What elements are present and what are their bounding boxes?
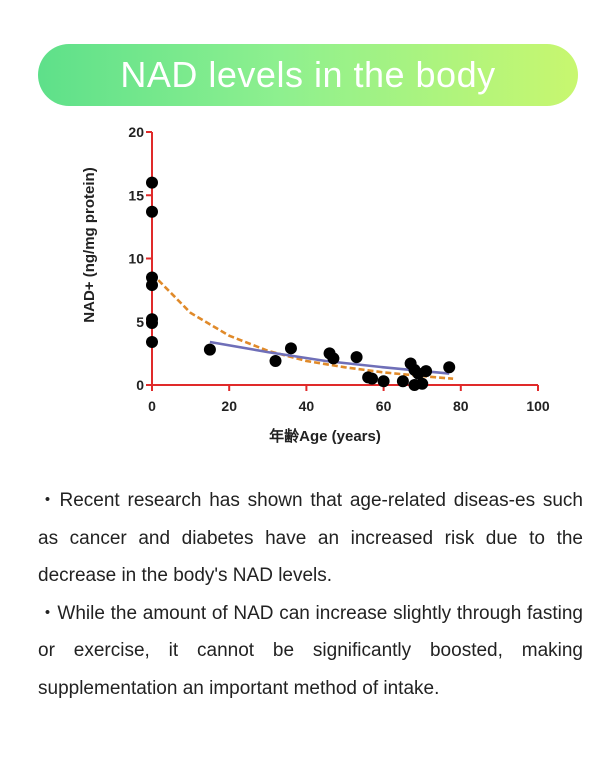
data-point — [396, 375, 409, 388]
fit-curve-dashed — [151, 272, 454, 380]
data-point — [327, 352, 340, 365]
paragraph-1: ・Recent research has shown that age-rela… — [38, 490, 583, 586]
data-point — [269, 354, 282, 367]
data-point — [443, 361, 456, 374]
page-title: NAD levels in the body — [120, 54, 496, 95]
description-text: ・Recent research has shown that age-rela… — [38, 482, 583, 707]
x-tick-label: 80 — [453, 398, 469, 414]
y-tick-label: 20 — [128, 124, 144, 140]
x-tick-label: 20 — [221, 398, 237, 414]
data-point — [366, 372, 379, 385]
y-tick-label: 15 — [128, 187, 144, 203]
y-axis-title: NAD+ (ng/mg protein) — [81, 167, 98, 322]
nad-age-chart: NAD+ (ng/mg protein) 年齢Age (years) 0 5 10 1… — [81, 124, 550, 445]
paragraph-2: ・While the amount of NAD can increase sl… — [38, 602, 583, 699]
x-tick-label: 40 — [299, 398, 315, 414]
fit-line-solid — [209, 340, 450, 375]
data-point — [377, 375, 390, 388]
x-tick-label: 0 — [148, 398, 156, 414]
x-axis-title: 年齢Age (years) — [269, 427, 381, 445]
data-point — [146, 335, 158, 348]
x-tick-label: 100 — [526, 398, 550, 414]
chart-series — [146, 176, 456, 391]
data-point — [146, 279, 158, 292]
y-tick-label: 5 — [136, 314, 144, 330]
data-point — [146, 205, 158, 218]
data-point — [420, 365, 433, 378]
data-point — [284, 342, 297, 355]
data-point — [416, 377, 429, 390]
data-point — [350, 351, 363, 364]
chart-axes: 0 5 10 15 20 0 20 40 60 80 100 — [128, 124, 549, 414]
data-point — [146, 176, 158, 189]
y-tick-label: 0 — [136, 377, 144, 393]
title-banner: NAD levels in the body — [38, 44, 578, 106]
x-tick-label: 60 — [376, 398, 392, 414]
data-point — [146, 317, 158, 330]
data-point — [203, 343, 216, 356]
y-tick-label: 10 — [128, 251, 144, 267]
